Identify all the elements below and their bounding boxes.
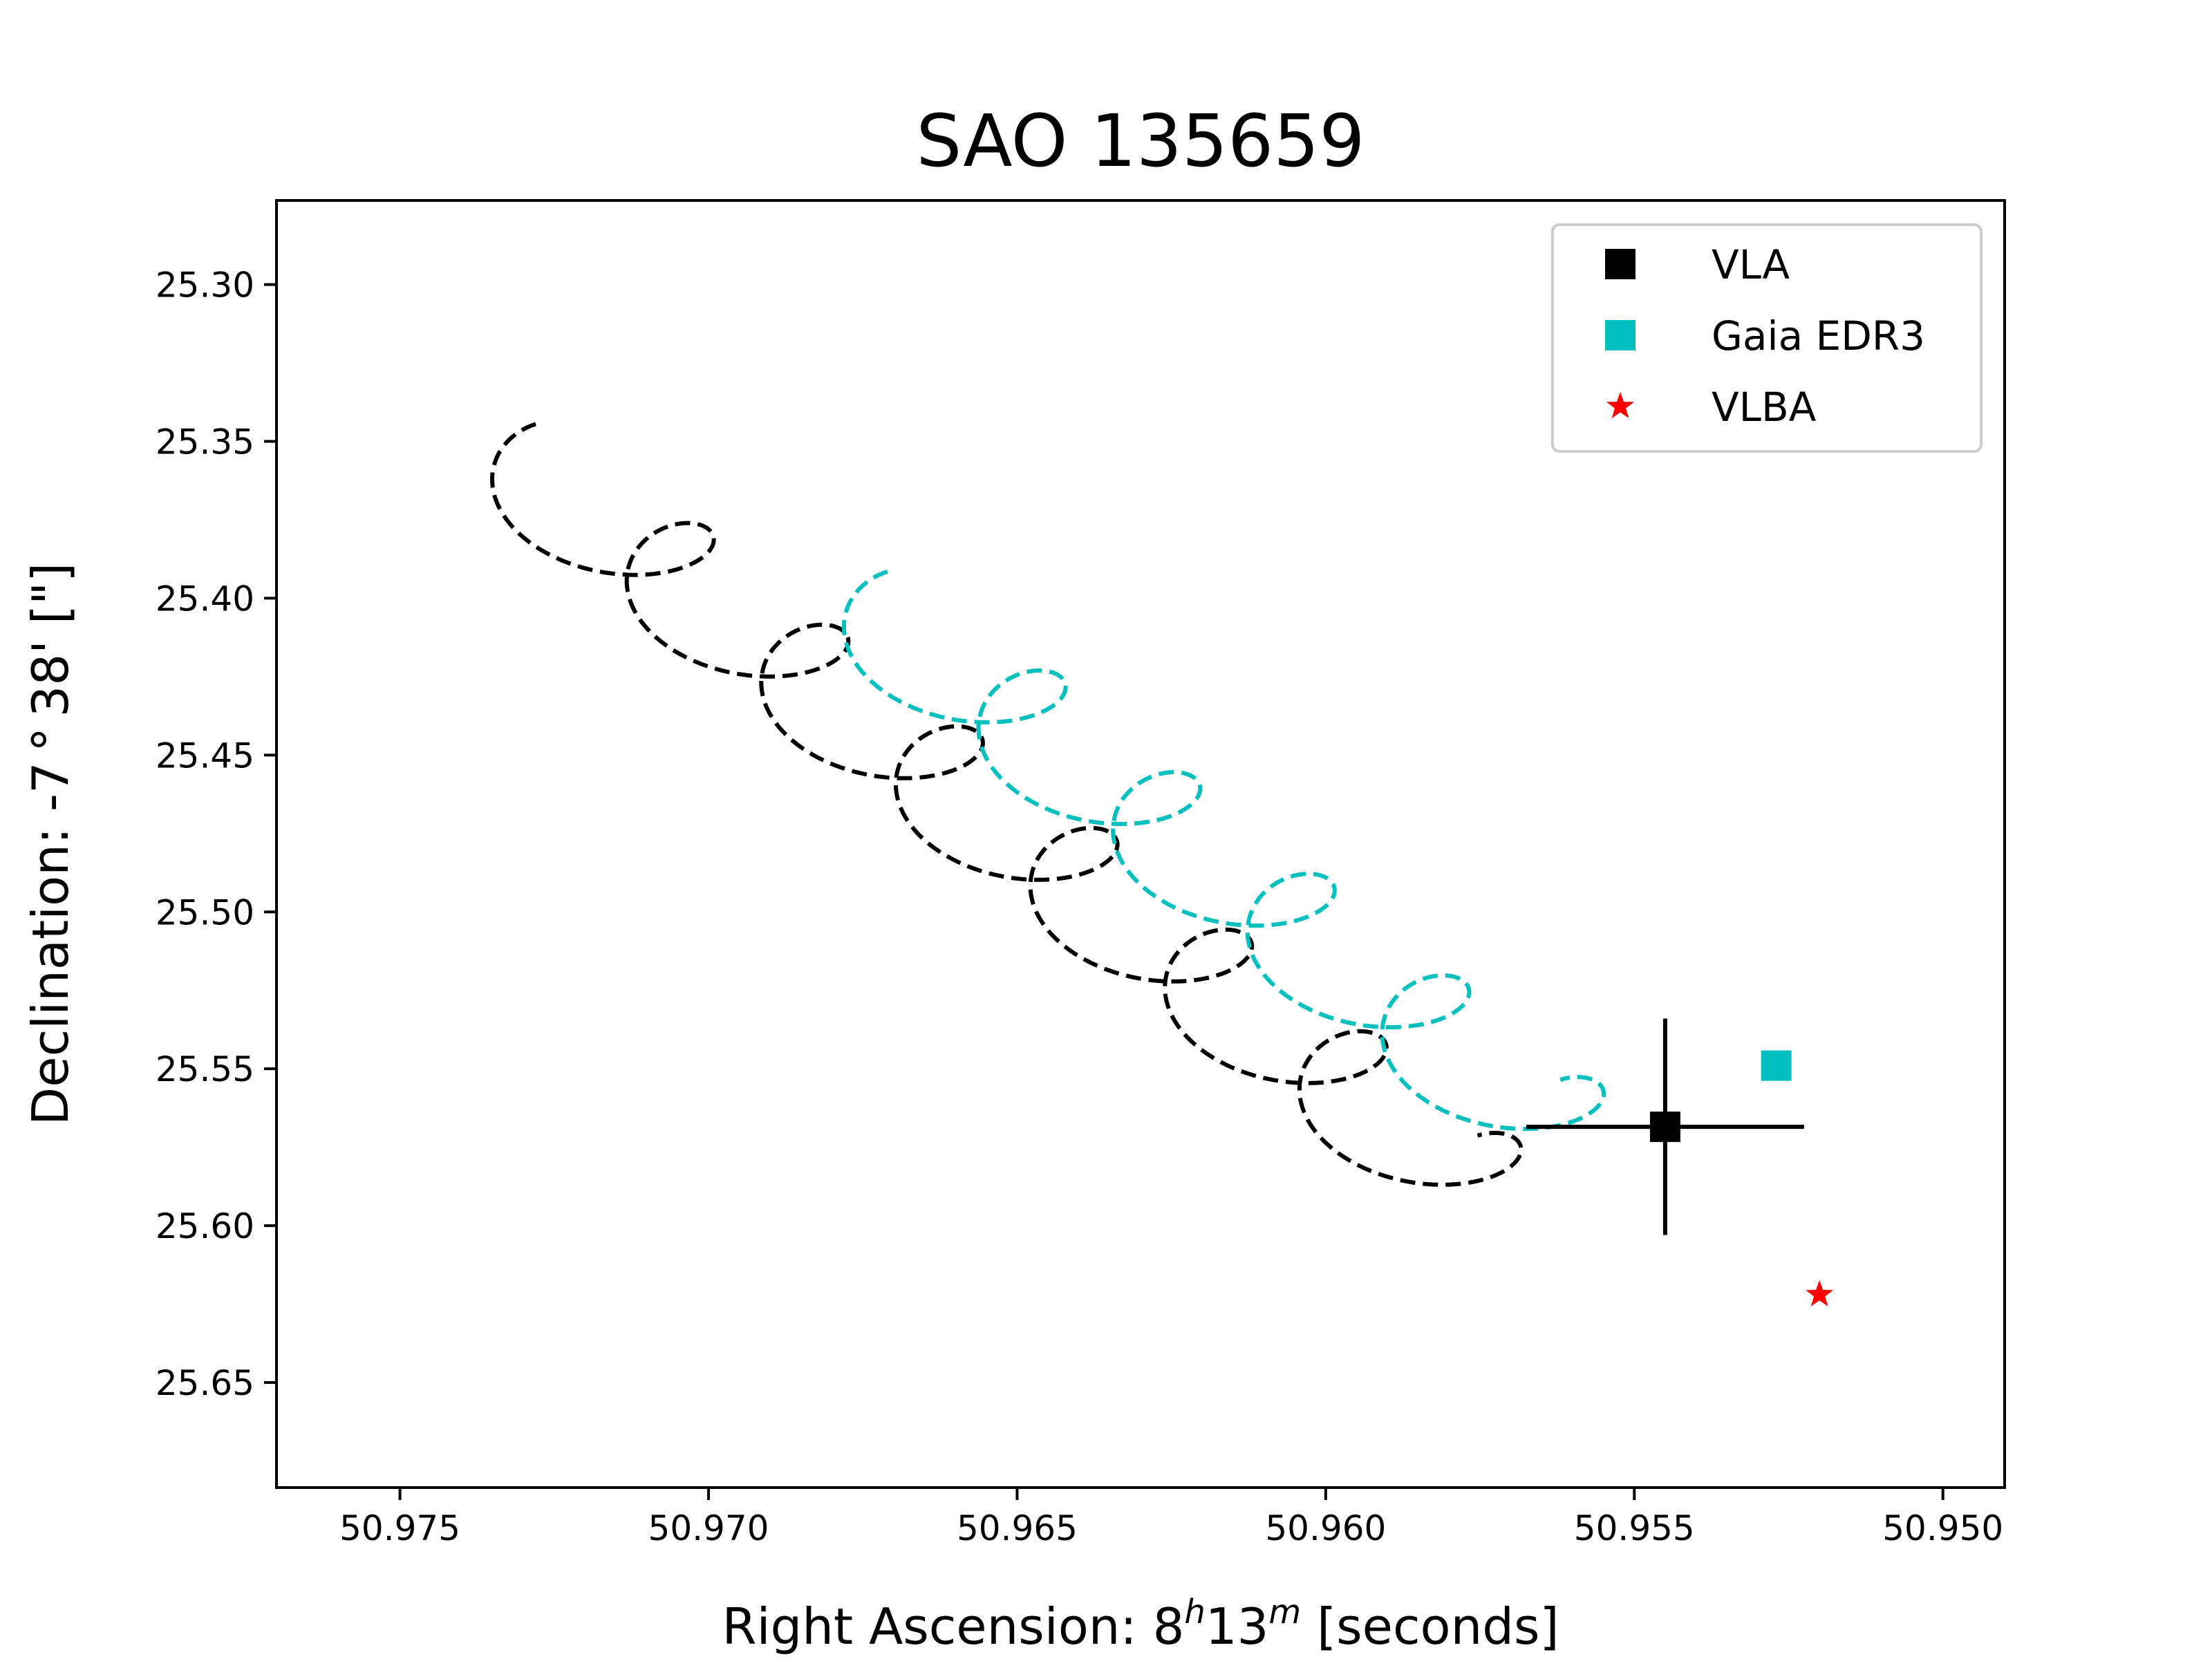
- legend-label: Gaia EDR3: [1712, 312, 1925, 359]
- x-tick-label: 50.975: [339, 1508, 460, 1548]
- data-point-square: [1649, 1112, 1680, 1143]
- legend-entries: VLA Gaia EDR3 VLBA: [1605, 241, 1925, 431]
- y-tick-label: 25.60: [156, 1206, 254, 1246]
- x-axis-label-hours: h: [1184, 1593, 1205, 1631]
- legend-box: [1551, 223, 1983, 453]
- legend-label: VLBA: [1712, 384, 1817, 431]
- y-ticks: 25.30 25.35 25.40 25.45 25.50 25.55 25.60 25.65: [156, 265, 276, 1403]
- legend-marker-square: [1605, 249, 1635, 279]
- parallax-track: [841, 570, 1606, 1132]
- x-tick-label: 50.965: [957, 1508, 1078, 1548]
- x-axis-label-suffix: [seconds]: [1301, 1597, 1559, 1656]
- data-point-square: [1761, 1050, 1792, 1081]
- legend-label: VLA: [1712, 241, 1790, 288]
- data-point-star: [1806, 1280, 1834, 1306]
- x-axis-label-prefix: Right Ascension: 8: [722, 1597, 1184, 1656]
- x-axis-label-minutes: m: [1268, 1593, 1301, 1631]
- y-tick-label: 25.40: [156, 579, 254, 619]
- chart-title: SAO 135659: [916, 99, 1365, 183]
- x-ticks: 50.975 50.970 50.965 50.960 50.955 50.950: [339, 1488, 2003, 1548]
- legend-marker-star: [1606, 392, 1634, 418]
- data-markers: [1526, 1018, 1834, 1306]
- x-axis-label: Right Ascension: 8h13m [seconds]: [722, 1593, 1559, 1656]
- y-tick-label: 25.45: [156, 735, 254, 776]
- x-tick-label: 50.970: [648, 1508, 769, 1548]
- y-tick-label: 25.30: [156, 265, 254, 306]
- y-tick-label: 25.35: [156, 422, 254, 462]
- y-tick-label: 25.50: [156, 892, 254, 932]
- y-tick-label: 25.65: [156, 1363, 254, 1403]
- legend: VLA Gaia EDR3 VLBA: [1551, 223, 1983, 453]
- x-axis-label-mid: 13: [1206, 1597, 1269, 1656]
- x-tick-label: 50.950: [1882, 1508, 2003, 1548]
- y-axis-label: Declination: -7 ° 38' ["]: [21, 563, 79, 1125]
- x-tick-label: 50.955: [1574, 1508, 1695, 1548]
- y-tick-label: 25.55: [156, 1049, 254, 1089]
- axes-frame: [275, 199, 2006, 1489]
- legend-marker-square: [1605, 320, 1635, 350]
- x-tick-label: 50.960: [1265, 1508, 1386, 1548]
- plot-area: [490, 422, 1606, 1187]
